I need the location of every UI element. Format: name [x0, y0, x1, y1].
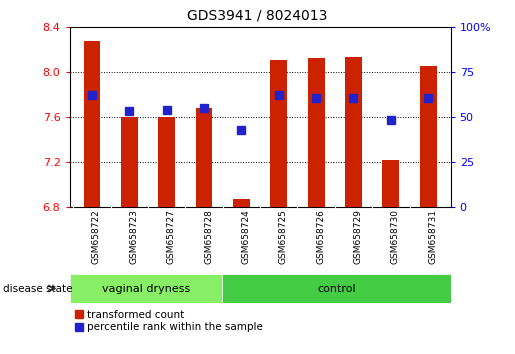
- Text: GSM658727: GSM658727: [167, 209, 176, 264]
- Legend: transformed count, percentile rank within the sample: transformed count, percentile rank withi…: [75, 310, 263, 332]
- Text: vaginal dryness: vaginal dryness: [101, 284, 190, 293]
- Bar: [345, 57, 362, 207]
- Text: GSM658726: GSM658726: [316, 209, 325, 264]
- Text: disease state: disease state: [3, 284, 72, 293]
- Text: GSM658731: GSM658731: [428, 209, 437, 264]
- Bar: [83, 41, 100, 207]
- Bar: [383, 160, 399, 207]
- Text: GSM658723: GSM658723: [129, 209, 139, 264]
- Bar: [222, 274, 451, 303]
- Bar: [233, 199, 250, 207]
- Text: GSM658729: GSM658729: [353, 209, 363, 264]
- Bar: [270, 61, 287, 207]
- Text: GSM658730: GSM658730: [391, 209, 400, 264]
- Bar: [420, 66, 437, 207]
- Bar: [196, 108, 212, 207]
- Text: GSM658725: GSM658725: [279, 209, 288, 264]
- Text: GSM658724: GSM658724: [242, 209, 250, 264]
- Text: GSM658722: GSM658722: [92, 209, 101, 264]
- Bar: [158, 117, 175, 207]
- Text: control: control: [317, 284, 356, 293]
- Bar: [70, 274, 222, 303]
- Text: GSM658728: GSM658728: [204, 209, 213, 264]
- Bar: [308, 58, 324, 207]
- Text: GDS3941 / 8024013: GDS3941 / 8024013: [187, 9, 328, 23]
- Bar: [121, 117, 138, 207]
